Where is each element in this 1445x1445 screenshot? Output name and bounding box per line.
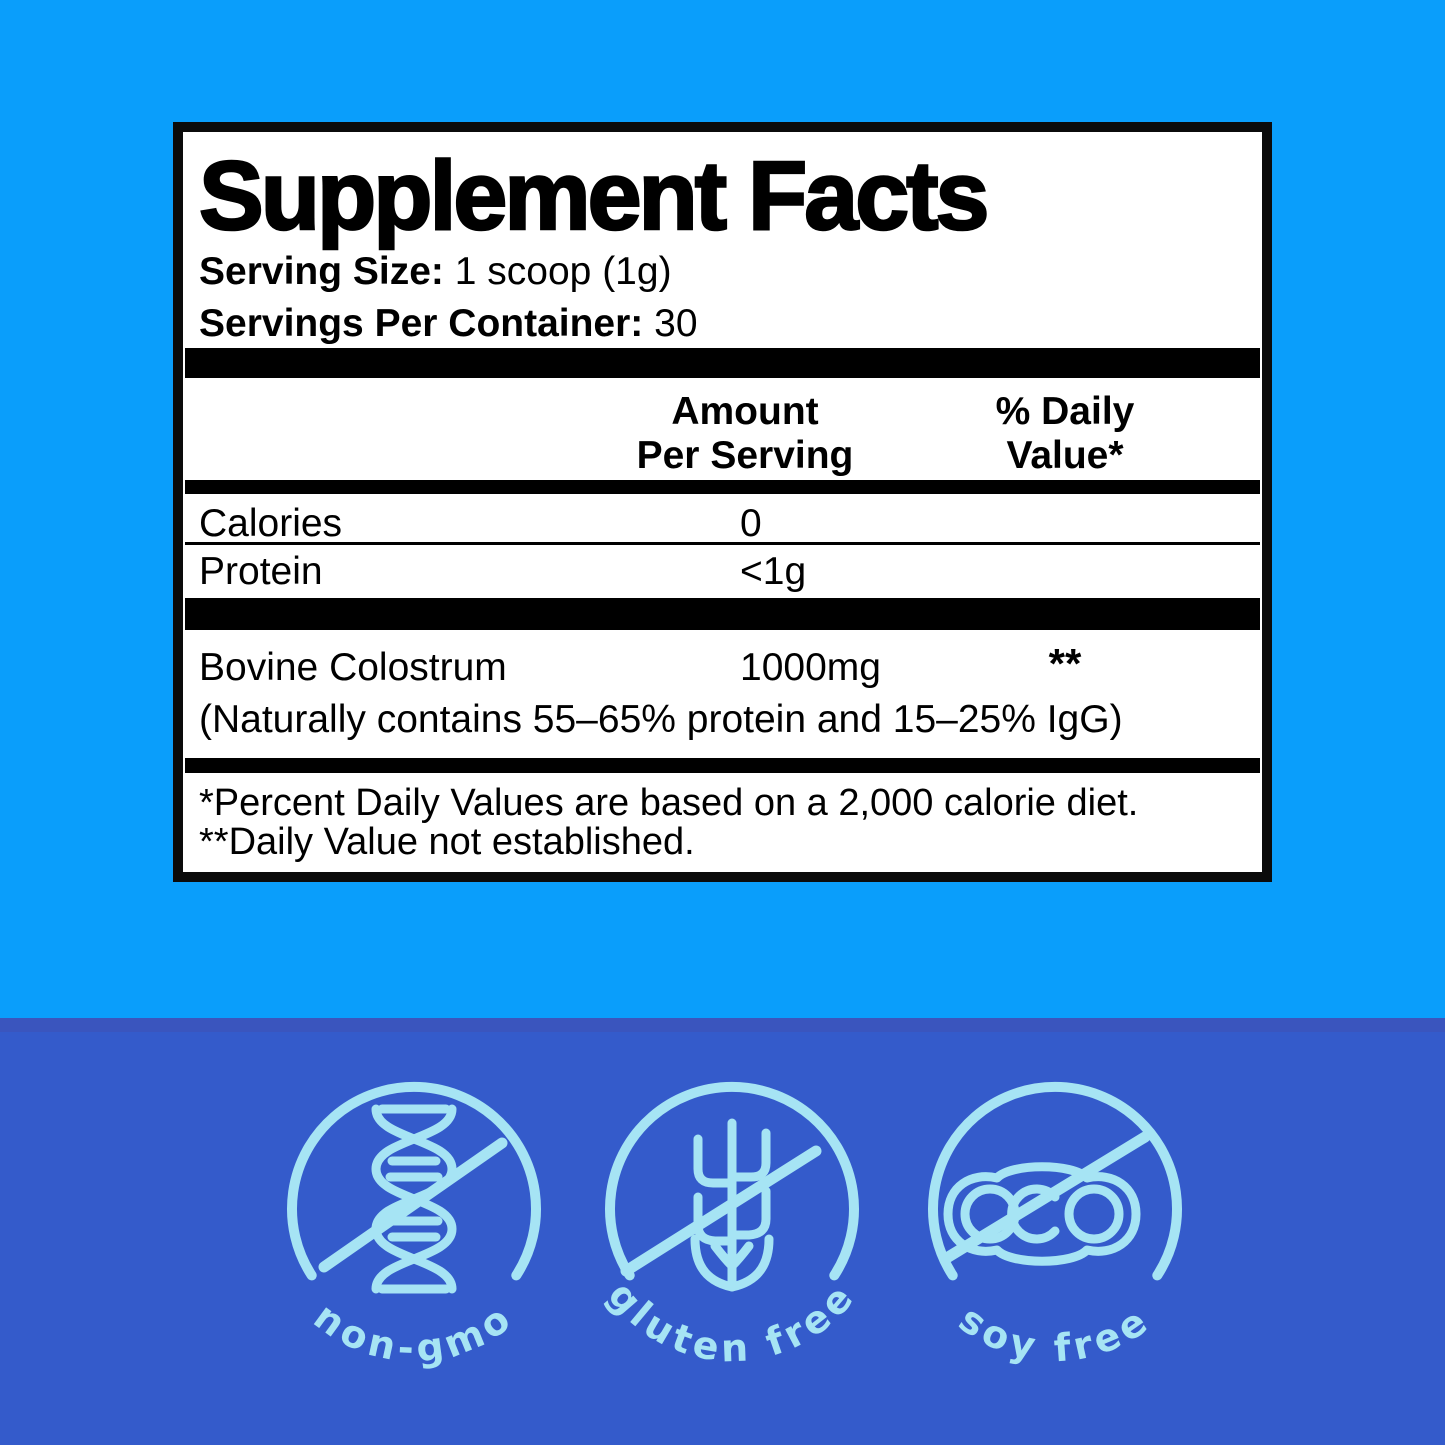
column-header-daily-value: % Daily Value* xyxy=(995,390,1135,477)
serving-size-label: Serving Size: xyxy=(199,250,444,293)
badge-label: soy free xyxy=(951,1297,1159,1371)
footnote-dv-not-established: **Daily Value not established. xyxy=(199,821,695,863)
badge-ring xyxy=(605,1082,859,1281)
row-name: Calories xyxy=(199,502,343,545)
column-header-amount: Amount Per Serving xyxy=(636,390,854,477)
ingredient-note: (Naturally contains 55–65% protein and 1… xyxy=(199,698,1123,741)
gluten-free-badge: gluten free xyxy=(599,1082,860,1371)
serving-size-value: 1 scoop (1g) xyxy=(454,250,672,293)
non-gmo-badge: non-gmo xyxy=(287,1082,541,1371)
badge-label: non-gmo xyxy=(306,1294,522,1371)
soybean-strikethrough-icon xyxy=(939,1131,1151,1266)
serving-size-line: Serving Size: 1 scoop (1g) xyxy=(199,250,672,294)
row-name: Protein xyxy=(199,550,323,593)
bottom-background-band xyxy=(0,1018,1445,1032)
ingredient-amount: 1000mg xyxy=(740,646,881,689)
badge-ring xyxy=(928,1082,1182,1281)
row-amount: 0 xyxy=(740,502,762,545)
dna-strikethrough-icon xyxy=(318,1104,508,1294)
strikethrough-line xyxy=(318,1137,508,1273)
wheat-strikethrough-icon xyxy=(620,1118,822,1292)
divider-bar-header xyxy=(185,480,1260,494)
supplement-facts-panel: Supplement Facts Serving Size: 1 scoop (… xyxy=(173,122,1272,882)
divider-bar-thick-middle xyxy=(185,598,1260,630)
divider-bar-footnote xyxy=(185,758,1260,773)
soy-free-badge: soy free xyxy=(928,1082,1182,1371)
panel-title: Supplement Facts xyxy=(198,140,991,252)
strikethrough-line xyxy=(620,1145,822,1277)
footnote-daily-values: *Percent Daily Values are based on a 2,0… xyxy=(199,782,1139,824)
row-amount: <1g xyxy=(740,550,807,593)
servings-per-container-value: 30 xyxy=(654,302,698,345)
divider-bar-thick-top xyxy=(185,348,1260,378)
badge-ring xyxy=(287,1082,541,1281)
strikethrough-line xyxy=(939,1131,1151,1265)
ingredient-name: Bovine Colostrum xyxy=(199,646,507,689)
servings-per-container-line: Servings Per Container: 30 xyxy=(199,302,698,346)
servings-per-container-label: Servings Per Container: xyxy=(199,302,644,345)
ingredient-daily-value: ** xyxy=(1048,640,1082,687)
row-divider-line xyxy=(185,542,1260,545)
